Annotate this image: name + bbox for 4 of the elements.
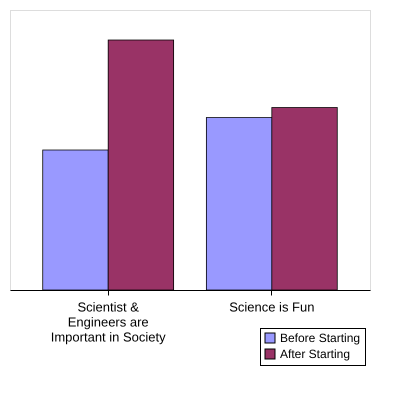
x-tick-label: Scientist & Engineers are Important in Society xyxy=(50,300,166,344)
legend-label: After Starting xyxy=(280,347,350,361)
x-tick-label: Science is Fun xyxy=(229,300,314,314)
legend-label: Before Starting xyxy=(280,331,360,345)
